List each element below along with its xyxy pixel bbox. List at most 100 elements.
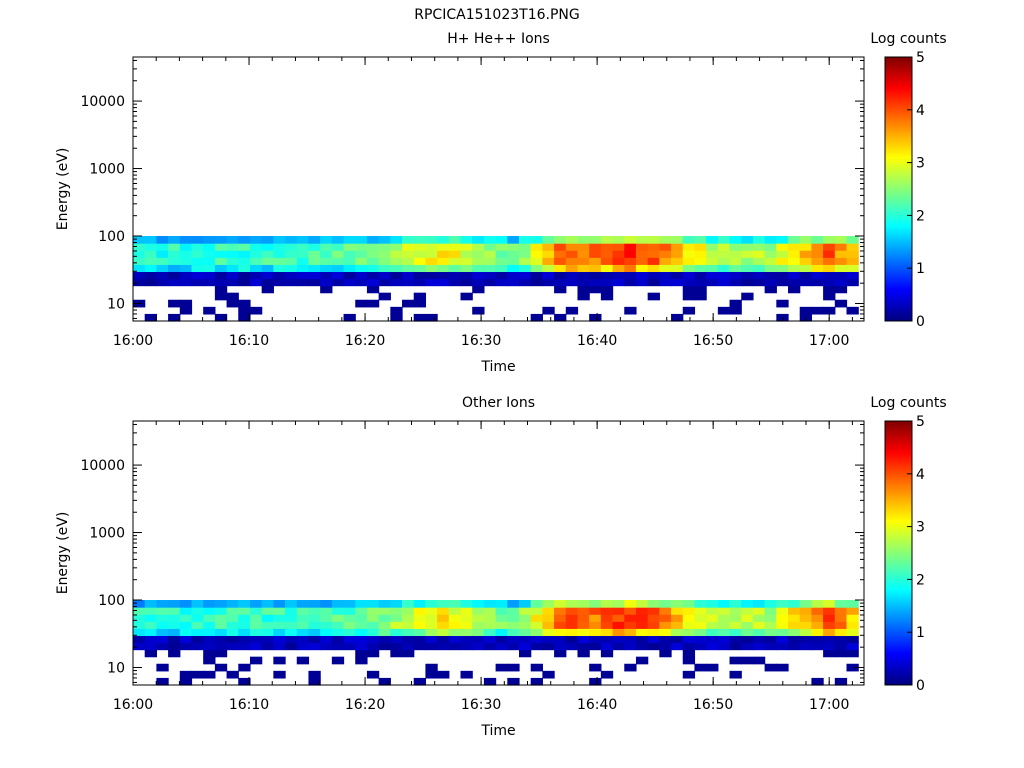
spectrogram-cell (133, 250, 146, 258)
spectrogram-cell (191, 250, 204, 258)
spectrogram-cell (671, 614, 684, 622)
spectrogram-cell (285, 614, 298, 622)
spectrogram-cell (238, 600, 251, 608)
spectrogram-cell (788, 642, 801, 651)
spectrogram-cell (226, 614, 239, 622)
spectrogram-cell (331, 600, 345, 608)
spectrogram-cell (390, 607, 403, 615)
spectrogram-cell (741, 642, 754, 651)
spectrogram-cell (694, 292, 707, 301)
spectrogram-cell (706, 663, 719, 672)
spectrogram-cell (179, 236, 193, 244)
spectrogram-cell (168, 614, 181, 622)
spectrogram-cell (589, 600, 602, 608)
spectrogram-cell (437, 250, 450, 258)
spectrogram-cell (811, 236, 824, 244)
spectrogram-cell (238, 635, 251, 644)
spectrogram-cell (577, 250, 590, 258)
spectrogram-cell (472, 614, 485, 622)
spectrogram-cell (577, 257, 590, 265)
spectrogram-cell (635, 621, 649, 629)
spectrogram-cell (273, 271, 286, 280)
spectrogram-cell (343, 635, 356, 644)
spectrogram-cell (834, 250, 848, 258)
spectrogram-cell (635, 278, 649, 287)
spectrogram-cell (285, 278, 298, 287)
spectrogram-cell (647, 292, 660, 301)
spectrogram-cell (226, 642, 239, 651)
spectrogram-cell (507, 614, 520, 622)
spectrogram-cell (413, 292, 427, 301)
spectrogram-cell (226, 243, 239, 251)
spectrogram-cell (624, 600, 637, 608)
colorbar-tick-label: 1 (916, 625, 925, 641)
spectrogram-cell (694, 628, 707, 637)
spectrogram-cell (390, 649, 403, 658)
spectrogram-cell (308, 257, 321, 265)
spectrogram-cell (565, 635, 579, 644)
spectrogram-cell (764, 257, 777, 265)
spectrogram-cell (788, 264, 801, 273)
spectrogram-cell (624, 271, 637, 280)
spectrogram-cell (554, 250, 567, 258)
spectrogram-cell (776, 236, 789, 244)
spectrogram-cell (273, 621, 286, 629)
spectrogram-cell (823, 250, 836, 258)
spectrogram-cell (507, 264, 520, 273)
spectrogram-cell (554, 243, 567, 251)
spectrogram-cell (530, 663, 543, 672)
spectrogram-cell (823, 621, 836, 629)
spectrogram-cell (296, 607, 310, 615)
spectrogram-cell (635, 250, 649, 258)
spectrogram-cell (133, 271, 146, 280)
spectrogram-cell (577, 614, 590, 622)
spectrogram-cell (425, 628, 438, 637)
spectrogram-cell (320, 628, 333, 637)
spectrogram-cell (144, 271, 157, 280)
spectrogram-cell (179, 278, 193, 287)
spectrogram-cell (846, 642, 859, 651)
spectrogram-cell (402, 250, 415, 258)
colorbar-tick-label: 3 (916, 156, 925, 172)
spectrogram-cell (472, 257, 485, 265)
spectrogram-cell (542, 670, 555, 679)
spectrogram-cell (530, 271, 543, 280)
spectrogram-cell (402, 642, 415, 651)
spectrogram-cell (226, 264, 239, 273)
y-tick-label: 1000 (89, 526, 125, 542)
spectrogram-cell (776, 607, 789, 615)
spectrogram-cell (214, 264, 228, 273)
spectrogram-cell (168, 299, 181, 308)
spectrogram-cell (530, 677, 543, 686)
spectrogram-cell (682, 600, 696, 608)
spectrogram-cell (448, 257, 462, 265)
spectrogram-cell (308, 621, 321, 629)
spectrogram-cell (729, 278, 742, 287)
spectrogram-cell (413, 243, 427, 251)
spectrogram-cell (448, 250, 462, 258)
spectrogram-cell (366, 250, 380, 258)
spectrogram-cell (659, 600, 672, 608)
spectrogram-cell (518, 257, 532, 265)
spectrogram-cell (530, 243, 543, 251)
spectrogram-cell (542, 250, 555, 258)
spectrogram-cell (694, 635, 707, 644)
spectrogram-cell (378, 607, 391, 615)
spectrogram-cell (717, 614, 731, 622)
spectrogram-cell (168, 649, 181, 658)
panel-title: H+ He++ Ions (447, 31, 550, 47)
spectrogram-cell (460, 607, 473, 615)
spectrogram-cell (261, 635, 274, 644)
spectrogram-cell (518, 264, 532, 273)
spectrogram-cell (729, 236, 742, 244)
spectrogram-cell (717, 642, 731, 651)
spectrogram-cell (320, 614, 333, 622)
spectrogram-cell (390, 635, 403, 644)
spectrogram-cell (624, 614, 637, 622)
spectrogram-cell (285, 607, 298, 615)
colorbar-tick-label: 0 (916, 314, 925, 330)
spectrogram-cell (425, 250, 438, 258)
spectrogram-cell (717, 250, 731, 258)
spectrogram-cell (647, 635, 660, 644)
spectrogram-cell (846, 621, 859, 629)
